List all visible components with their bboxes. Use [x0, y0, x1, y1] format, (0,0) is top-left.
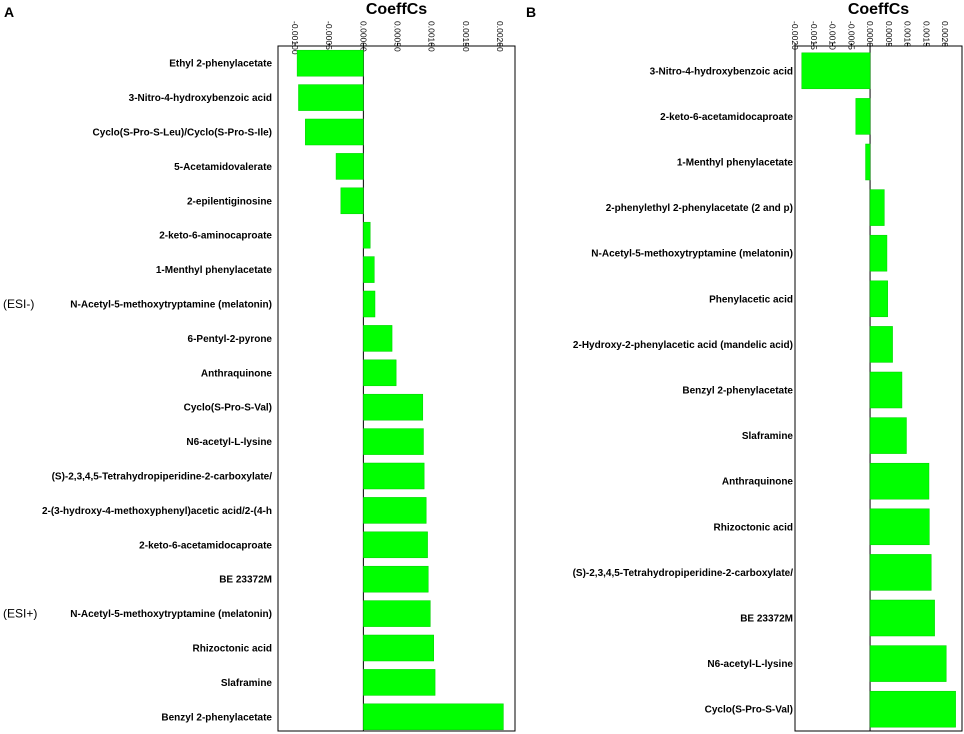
- x-tick-label: -0.0020: [790, 21, 800, 50]
- bar: [869, 554, 932, 591]
- category-label: Anthraquinone: [722, 477, 794, 488]
- category-label: (S)-2,3,4,5-Tetrahydropiperidine-2-carbo…: [573, 568, 794, 579]
- x-tick-label: 0.00100: [427, 21, 437, 52]
- x-tick-label: 0.0000: [865, 21, 875, 47]
- category-label: N-Acetyl-5-methoxytryptamine (melatonin): [70, 300, 272, 311]
- x-tick-label: 0.00200: [495, 21, 505, 52]
- x-tick-label: 0.0005: [884, 21, 894, 47]
- category-label: N6-acetyl-L-lysine: [707, 659, 793, 670]
- category-label: 2-Hydroxy-2-phenylacetic acid (mandelic …: [573, 340, 793, 351]
- category-label: 2-keto-6-acetamidocaproate: [660, 112, 793, 123]
- bar: [363, 359, 397, 387]
- category-label: N-Acetyl-5-methoxytryptamine (melatonin): [591, 249, 793, 260]
- bar: [869, 189, 885, 226]
- bar: [340, 187, 364, 215]
- bar: [305, 118, 364, 146]
- bar: [363, 393, 424, 421]
- bar: [869, 690, 956, 728]
- bar: [869, 599, 935, 637]
- bar: [335, 153, 364, 180]
- bar: [363, 600, 431, 627]
- category-label: 2-keto-6-aminocaproate: [159, 231, 272, 242]
- category-label: 3-Nitro-4-hydroxybenzoic acid: [129, 93, 272, 104]
- category-label: Cyclo(S-Pro-S-Val): [184, 403, 272, 414]
- category-label: 3-Nitro-4-hydroxybenzoic acid: [650, 66, 793, 77]
- bar: [296, 49, 364, 77]
- bar: [363, 669, 436, 696]
- x-tick-label: 0.0015: [921, 21, 931, 47]
- category-label: N-Acetyl-5-methoxytryptamine (melatonin): [70, 609, 272, 620]
- plot-frame: [277, 45, 516, 732]
- bar: [363, 325, 393, 352]
- bar: [869, 645, 947, 682]
- x-tick-label: 0.0020: [940, 21, 950, 47]
- chart-title: CoeffCs: [366, 1, 427, 18]
- bar: [363, 462, 425, 490]
- category-label: 6-Pentyl-2-pyrone: [188, 334, 273, 345]
- bar: [363, 290, 376, 318]
- panel-letter: B: [526, 4, 536, 20]
- bar: [363, 256, 375, 283]
- category-label: Rhizoctonic acid: [193, 644, 272, 655]
- x-tick-label: -0.00050: [324, 21, 334, 55]
- bar: [869, 462, 930, 500]
- category-label: 2-(3-hydroxy-4-methoxyphenyl)acetic acid…: [42, 506, 272, 517]
- panel-letter: A: [4, 4, 14, 20]
- category-label: 2-keto-6-acetamidocaproate: [139, 540, 272, 551]
- panel-a: A CoeffCs -0.00100 -0.00050 0.00000 0.00050 0.…: [3, 1, 516, 732]
- bar: [363, 565, 429, 593]
- x-tick-label: -0.0015: [809, 21, 819, 50]
- bar: [869, 417, 907, 454]
- bar: [363, 531, 428, 559]
- bar: [855, 98, 871, 135]
- group-label: (ESI-): [3, 297, 34, 311]
- bar: [363, 634, 434, 662]
- x-tick-label: 0.00050: [393, 21, 403, 52]
- category-label: Cyclo(S-Pro-S-Leu)/Cyclo(S-Pro-S-Ile): [93, 128, 272, 139]
- category-label: Rhizoctonic acid: [714, 522, 793, 533]
- bar: [869, 326, 893, 363]
- category-label: (S)-2,3,4,5-Tetrahydropiperidine-2-carbo…: [52, 472, 273, 483]
- x-tick-label: 0.0010: [903, 21, 913, 47]
- category-label: Benzyl 2-phenylacetate: [161, 712, 272, 723]
- panel-b: B CoeffCs -0.0020 -0.0015 -0.0010 -0.0005 0.00…: [526, 1, 963, 732]
- category-label: N6-acetyl-L-lysine: [186, 437, 272, 448]
- category-label: BE 23372M: [219, 575, 272, 586]
- category-label: Benzyl 2-phenylacetate: [682, 386, 793, 397]
- x-tick-label: -0.00100: [290, 21, 300, 55]
- x-tick-label: 0.00000: [358, 21, 368, 52]
- category-label: Slaframine: [742, 431, 794, 442]
- category-label: BE 23372M: [740, 614, 793, 625]
- x-tick-label: 0.00150: [461, 21, 471, 52]
- x-tick-label: -0.0005: [846, 21, 856, 50]
- category-label: Ethyl 2-phenylacetate: [169, 59, 272, 70]
- bar: [869, 234, 888, 272]
- category-label: Cyclo(S-Pro-S-Val): [705, 705, 793, 716]
- category-label: 1-Menthyl phenylacetate: [156, 265, 273, 276]
- category-label: 1-Menthyl phenylacetate: [677, 158, 794, 169]
- bar: [363, 428, 424, 455]
- category-label: 5-Acetamidovalerate: [174, 162, 272, 173]
- bar: [865, 143, 871, 181]
- category-label: 2-phenylethyl 2-phenylacetate (2 and p): [606, 203, 793, 214]
- bar: [363, 221, 371, 249]
- category-label: Slaframine: [221, 678, 273, 689]
- chart-title: CoeffCs: [848, 1, 909, 18]
- bar: [363, 703, 504, 731]
- bar: [801, 52, 871, 90]
- x-tick-label: -0.0010: [828, 21, 838, 50]
- bar: [869, 508, 930, 546]
- bar: [363, 497, 427, 524]
- bar: [869, 371, 903, 409]
- bar: [298, 84, 364, 111]
- bar: [869, 280, 888, 318]
- category-label: Phenylacetic acid: [709, 294, 793, 305]
- category-label: Anthraquinone: [201, 368, 273, 379]
- plot-frame: [794, 45, 963, 732]
- group-label: (ESI+): [3, 607, 37, 621]
- category-label: 2-epilentiginosine: [187, 196, 272, 207]
